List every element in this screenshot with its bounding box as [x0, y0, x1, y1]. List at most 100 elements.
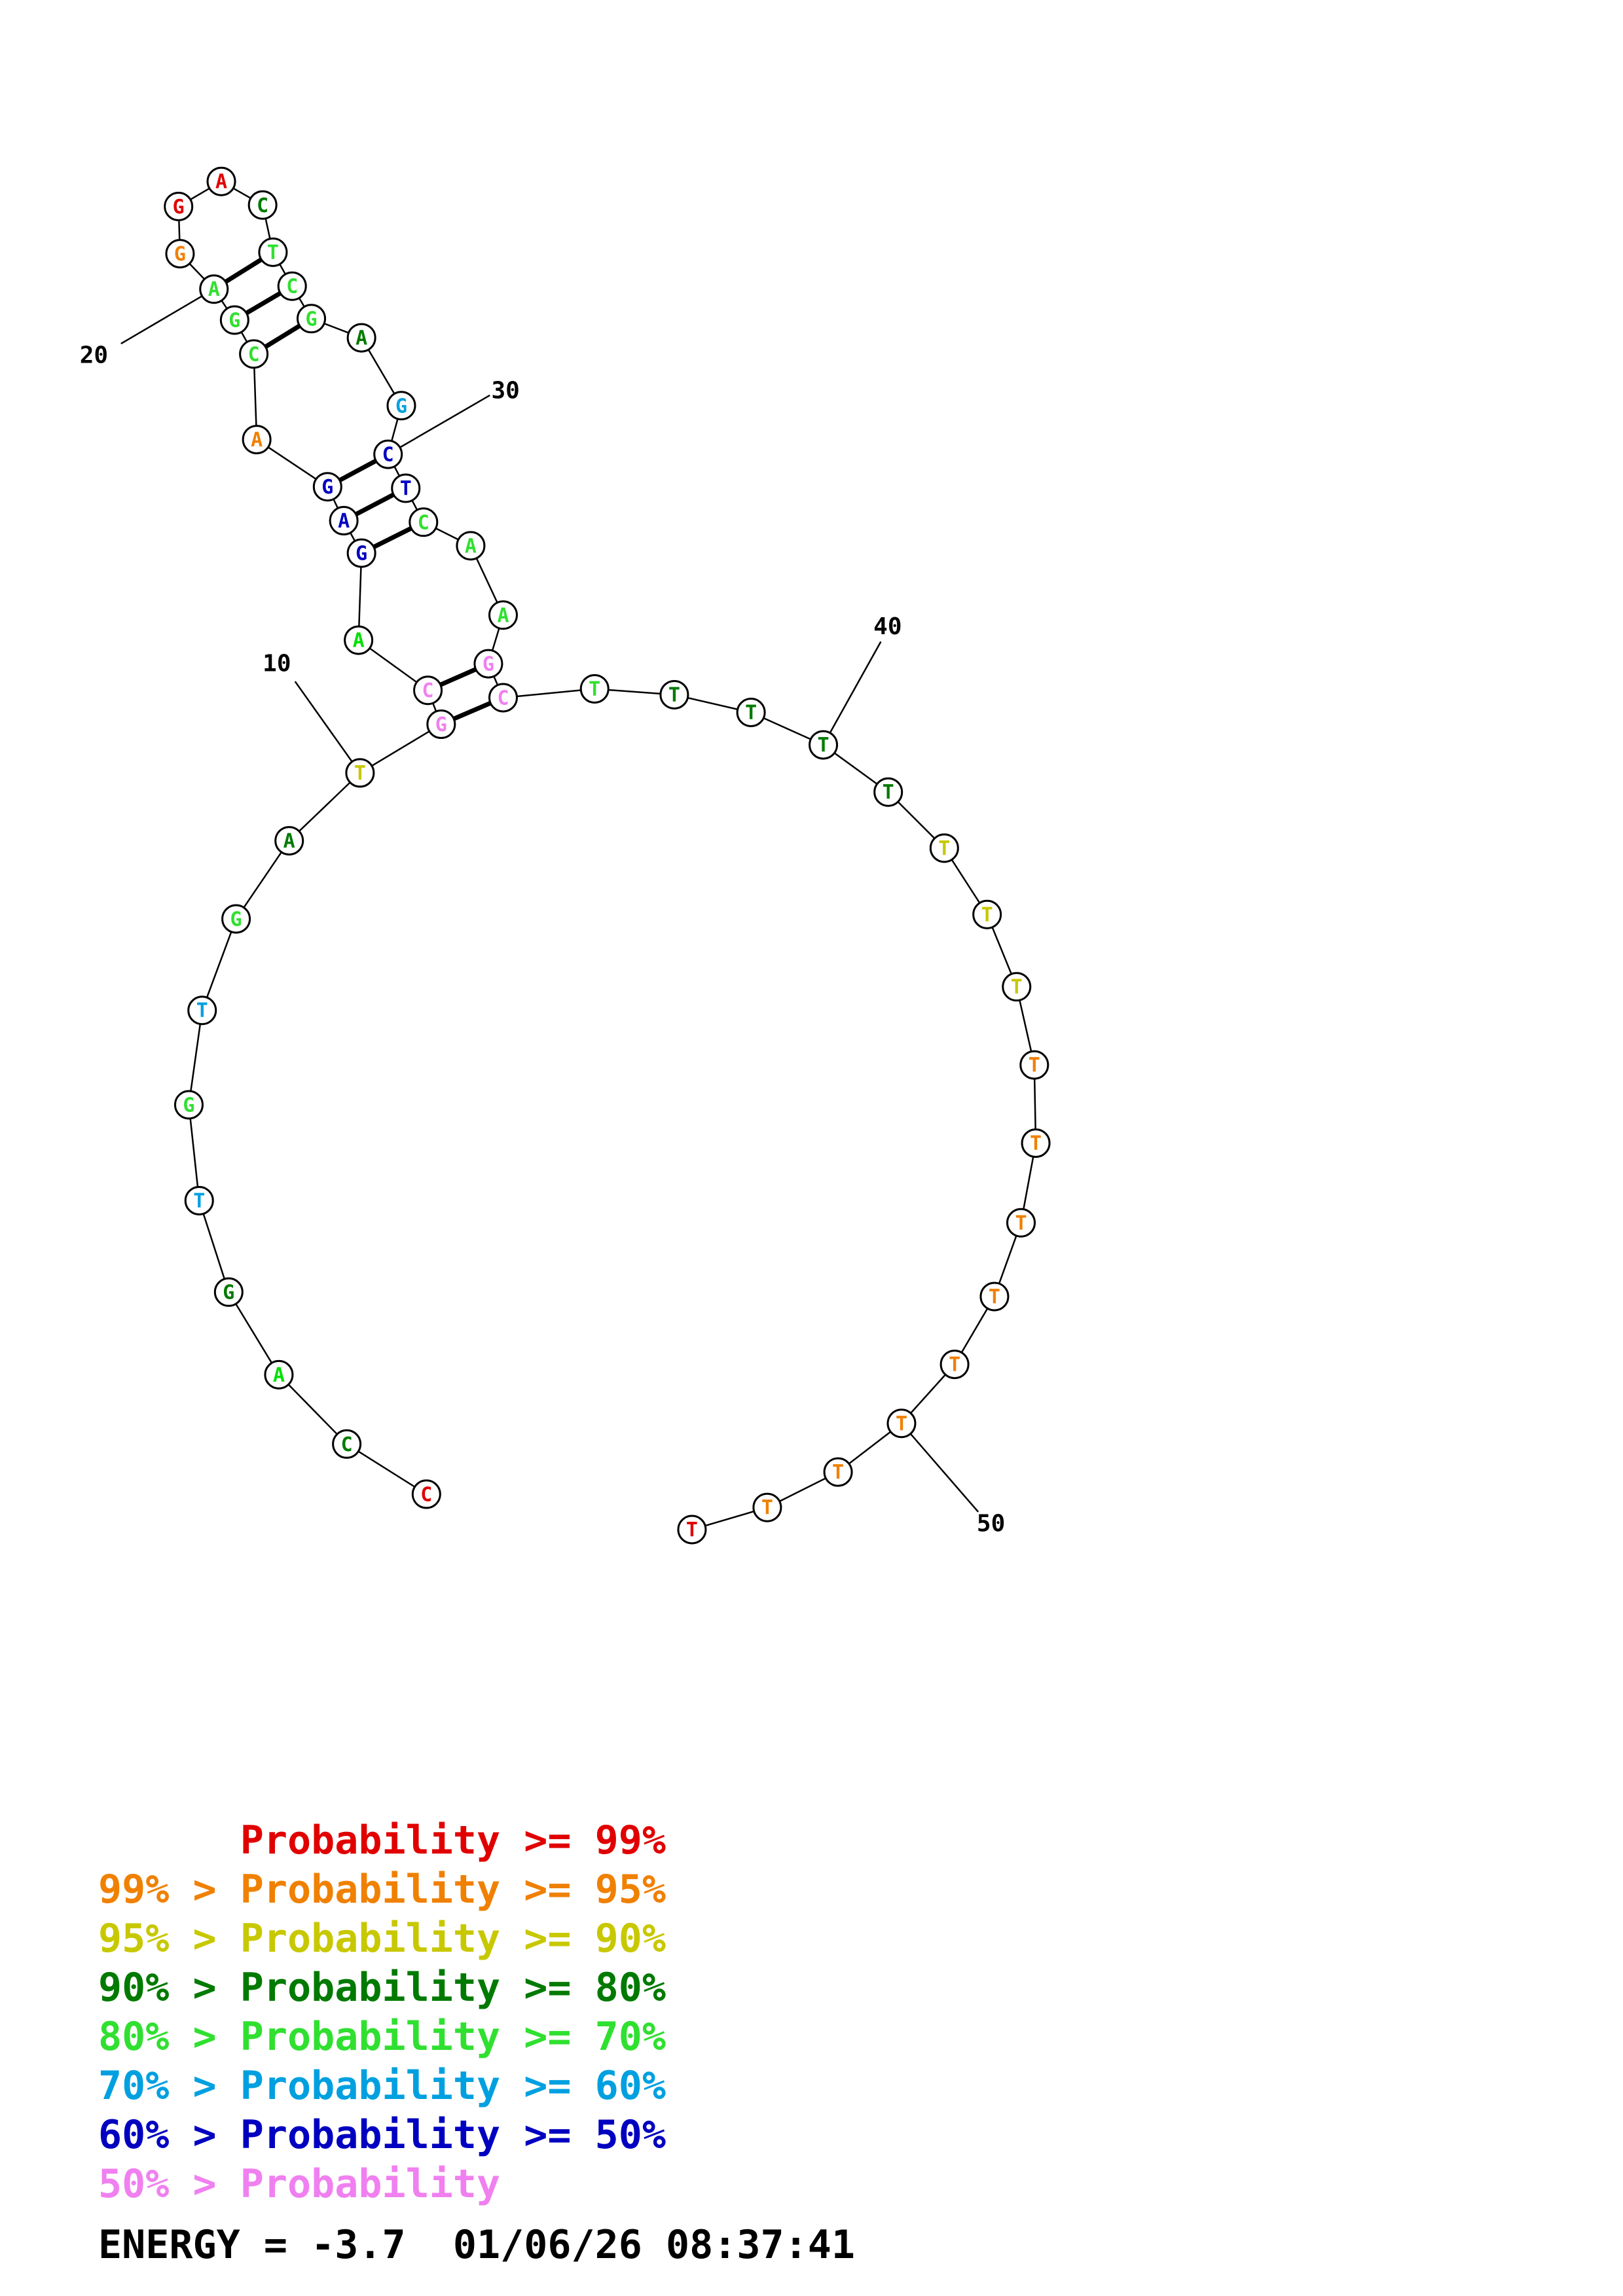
nucleotide-letter: T — [193, 1190, 205, 1213]
nucleotide-circle — [345, 758, 375, 788]
nucleotide-letter: T — [354, 762, 366, 785]
nucleotide-letter: T — [589, 678, 600, 701]
nucleotide-circle — [929, 833, 959, 863]
nucleotide: C — [488, 683, 518, 713]
legend-prefix: 50% > — [98, 2161, 240, 2207]
nucleotide-circle — [274, 826, 304, 856]
nucleotide-letter: A — [353, 630, 365, 653]
nucleotide-letter: T — [981, 904, 993, 927]
nucleotide-circle — [247, 190, 278, 220]
nucleotide-letter: T — [1030, 1132, 1042, 1155]
position-label: 20 — [80, 342, 108, 368]
position-label: 50 — [977, 1510, 1005, 1537]
nucleotide: G — [164, 192, 194, 222]
position-labels: 10 20 30 40 50 — [80, 288, 1005, 1537]
legend-row: 99% > Probability >= 95% — [98, 1865, 666, 1914]
nucleotide: G — [221, 904, 251, 934]
nucleotide: T — [187, 996, 217, 1026]
nucleotide-letter: T — [896, 1412, 907, 1435]
nucleotide: C — [277, 271, 307, 301]
legend-label: Probability >= 70% — [240, 2014, 666, 2060]
nucleotide: A — [242, 425, 272, 455]
nucleotide-circle — [1021, 1128, 1051, 1158]
nucleotide: C — [247, 190, 278, 220]
position-tick — [901, 1422, 979, 1513]
backbone-segment — [278, 1374, 348, 1445]
nucleotide-circle — [277, 271, 307, 301]
nucleotide: T — [677, 1515, 707, 1545]
nucleotide-circle — [456, 531, 486, 561]
legend-row: 95% > Probability >= 90% — [98, 1914, 666, 1964]
nucleotide-letter: G — [174, 243, 186, 266]
legend-row: 90% > Probability >= 80% — [98, 1964, 666, 2013]
nucleotide: T — [873, 777, 903, 807]
nucleotide-letter: T — [761, 1497, 773, 1520]
legend-row: Probability >= 99% — [98, 1816, 666, 1865]
nucleotide-letter: C — [248, 343, 260, 366]
nucleotide: C — [373, 439, 403, 469]
nucleotide-circle — [972, 899, 1002, 929]
nucleotide: T — [1021, 1128, 1051, 1158]
backbone-segment — [188, 1010, 203, 1105]
nucleotide-circle — [873, 777, 903, 807]
nucleotide: T — [886, 1408, 917, 1439]
nucleotide-letter: G — [305, 308, 317, 331]
nucleotide-letter: C — [382, 444, 394, 467]
nucleotide-letter: T — [883, 781, 894, 804]
nucleotide: C — [239, 339, 269, 369]
nucleotide-letter: T — [745, 702, 757, 725]
nucleotide-circle — [219, 305, 249, 335]
nucleotide-circle — [939, 1350, 970, 1380]
nucleotide-circle — [391, 473, 421, 503]
nucleotide: C — [413, 675, 443, 706]
nucleotide-letter: G — [483, 653, 494, 676]
nucleotide-letter: C — [422, 679, 434, 702]
nucleotide-circle — [823, 1457, 853, 1487]
legend-prefix — [98, 1818, 240, 1863]
nucleotide: G — [165, 239, 195, 269]
nucleotide-circle — [165, 239, 195, 269]
position-label: 30 — [491, 377, 519, 404]
nucleotide-circle — [213, 1277, 244, 1307]
nucleotide-circle — [264, 1359, 294, 1390]
nucleotide-letter: T — [1029, 1054, 1040, 1077]
nucleotide-circle — [184, 1185, 214, 1215]
nucleotide-letter: A — [283, 830, 295, 853]
nucleotide-circle — [206, 166, 236, 196]
nucleotide-circle — [979, 1282, 1010, 1312]
nucleotide-letter: T — [267, 242, 279, 264]
nucleotide-circle — [221, 904, 251, 934]
nucleotide-letter: T — [668, 684, 680, 707]
nucleotide-letter: G — [356, 543, 367, 565]
nucleotide-letter: T — [832, 1462, 844, 1484]
legend-label: Probability >= 80% — [240, 1965, 666, 2011]
backbone-segment — [228, 1291, 280, 1376]
nucleotide-letter: A — [356, 327, 367, 350]
nucleotide-letter: T — [1015, 1212, 1027, 1235]
nucleotide: A — [274, 826, 304, 856]
nucleotide-circle — [297, 304, 327, 334]
backbone-segment — [346, 1443, 427, 1495]
position-tick — [388, 394, 490, 456]
nucleotide-circle — [258, 237, 288, 267]
legend-row: 50% > Probability — [98, 2160, 666, 2209]
nucleotide: T — [809, 730, 839, 760]
nucleotide-circle — [659, 679, 689, 709]
legend-label: Probability >= 95% — [240, 1867, 666, 1912]
nucleotide: G — [297, 304, 327, 334]
nucleotide-letter: G — [228, 310, 240, 332]
nucleotide: T — [659, 679, 689, 709]
legend-row: 60% > Probability >= 50% — [98, 2111, 666, 2160]
legend-label: Probability >= 60% — [240, 2063, 666, 2109]
nucleotide-letter: G — [435, 713, 447, 736]
backbone-segment — [198, 1200, 230, 1293]
nucleotide: A — [344, 625, 374, 655]
nucleotide-letter: T — [196, 999, 208, 1022]
nucleotide: A — [456, 531, 486, 561]
position-tick — [822, 641, 882, 745]
nucleotide-letter: C — [420, 1483, 432, 1506]
probability-legend: Probability >= 99% 99% > Probability >= 9… — [98, 1816, 666, 2209]
nucleotide: G — [213, 1277, 244, 1307]
nucleotide-circle — [413, 675, 443, 706]
